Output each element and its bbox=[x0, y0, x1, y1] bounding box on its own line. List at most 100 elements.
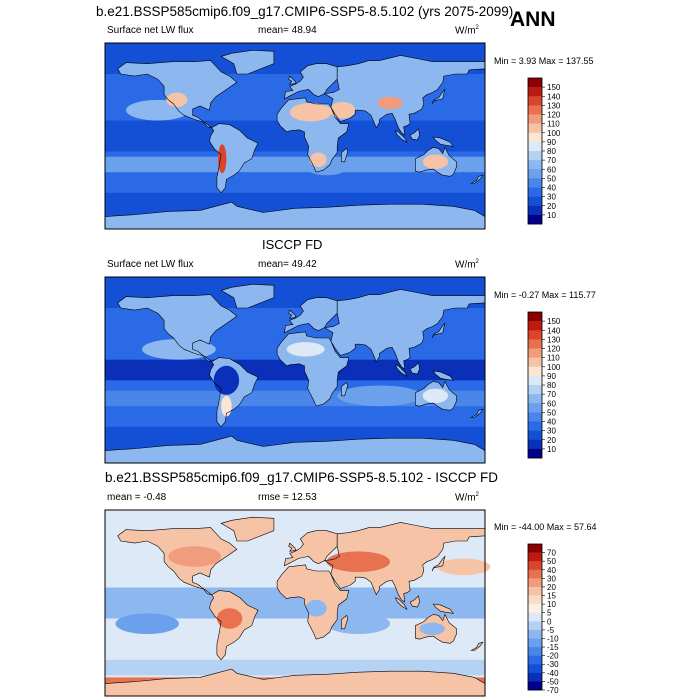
colorbar-tick-label: 120 bbox=[547, 111, 561, 120]
colorbar-box bbox=[528, 330, 542, 340]
map-frame bbox=[104, 42, 486, 230]
colorbar-tick-label: -15 bbox=[547, 643, 559, 652]
continent-uk bbox=[288, 543, 297, 552]
colorbar-box bbox=[528, 205, 542, 216]
coastline-indonesia-sumatra bbox=[394, 597, 408, 610]
colorbar-box bbox=[528, 612, 542, 622]
colorbar-tick-label: 90 bbox=[547, 138, 556, 147]
colorbar-tick-label: 70 bbox=[547, 156, 556, 165]
coastline-new-zealand bbox=[470, 174, 484, 184]
coastline-greenland bbox=[220, 49, 275, 75]
warm-spot-australia bbox=[422, 388, 449, 403]
continent-asia bbox=[324, 522, 485, 602]
colorbar-tick-label: 40 bbox=[547, 566, 556, 575]
coastline-uk bbox=[288, 542, 297, 552]
colorbar-box bbox=[528, 544, 542, 553]
colorbar-tick-label: 90 bbox=[547, 372, 556, 381]
colorbar-box bbox=[528, 169, 542, 179]
colorbar-box bbox=[528, 629, 542, 639]
colorbar-box bbox=[528, 78, 542, 88]
coastline-greenland bbox=[220, 516, 275, 542]
colorbar-box bbox=[528, 348, 542, 358]
colorbar-tick-label: 50 bbox=[547, 174, 556, 183]
ocean-anomaly-sp bbox=[115, 613, 179, 634]
coastline-north-america bbox=[117, 60, 238, 128]
panel3-mean-label: mean = -0.48 bbox=[107, 492, 167, 503]
hot-spot-sahara bbox=[289, 102, 332, 122]
colorbar-box bbox=[528, 569, 542, 579]
colorbar-frame bbox=[527, 543, 543, 691]
panel1-mean-label: mean= 48.94 bbox=[258, 25, 317, 36]
colorbar-tick-label: 60 bbox=[547, 165, 556, 174]
panel3-title: b.e21.BSSP585cmip6.f09_g17.CMIP6-SSP5-8.… bbox=[105, 470, 498, 485]
subtropical-band-south bbox=[105, 156, 485, 173]
colorbar-tick-label: 150 bbox=[547, 83, 561, 92]
colorbar-box bbox=[528, 421, 542, 431]
coastline-africa bbox=[276, 564, 350, 640]
colorbar-tick-label: 100 bbox=[547, 129, 561, 138]
colorbar-tick-label: 0 bbox=[547, 617, 552, 626]
colorbar-box bbox=[528, 655, 542, 665]
continent-indonesia-borneo bbox=[410, 128, 420, 141]
continent-indonesia-sumatra bbox=[395, 130, 407, 143]
coastline-indonesia-borneo bbox=[409, 362, 420, 375]
panel2-mean-label: mean= 49.42 bbox=[258, 259, 317, 270]
colorbar-tick-label: 20 bbox=[547, 202, 556, 211]
panel2-unit: W/m2 bbox=[455, 259, 479, 271]
colorbar-tick-label: 40 bbox=[547, 184, 556, 193]
colorbar-tick-label: 70 bbox=[547, 549, 556, 558]
colorbar-tick-label: 5 bbox=[547, 609, 552, 618]
colorbar-box bbox=[528, 681, 542, 691]
panel1-title: b.e21.BSSP585cmip6.f09_g17.CMIP6-SSP5-8.… bbox=[96, 4, 514, 19]
coastline-new-guinea bbox=[432, 136, 454, 147]
colorbar-tick-label: 20 bbox=[547, 583, 556, 592]
colorbar-tick-label: -40 bbox=[547, 669, 559, 678]
colorbar-box bbox=[528, 430, 542, 441]
colorbar-box bbox=[528, 357, 542, 368]
colorbar-tick-label: 140 bbox=[547, 326, 561, 335]
colorbar-tick-label: -30 bbox=[547, 660, 559, 669]
panel1-minmax: Min = 3.93 Max = 137.55 bbox=[494, 56, 594, 66]
coastline-asia bbox=[323, 289, 486, 370]
coastline-africa bbox=[276, 97, 350, 173]
continent-north-america bbox=[117, 294, 237, 362]
coastline-north-america bbox=[117, 527, 238, 595]
colorbar-tick-label: 80 bbox=[547, 147, 556, 156]
coastline-madagascar bbox=[341, 147, 349, 163]
coastline-asia bbox=[323, 55, 486, 136]
coastline-greenland bbox=[220, 283, 275, 309]
colorbar-box bbox=[528, 366, 542, 377]
warm-anomaly-asia bbox=[326, 551, 390, 572]
coastline-north-america bbox=[117, 294, 238, 362]
panel2-title: ISCCP FD bbox=[262, 237, 323, 252]
coastline-uk bbox=[288, 75, 297, 85]
coastline-madagascar bbox=[341, 614, 349, 630]
coastline-south-america bbox=[209, 357, 259, 428]
colorbar-tick-label: 130 bbox=[547, 101, 561, 110]
coastline-europe bbox=[284, 63, 338, 100]
colorbar-tick-label: 50 bbox=[547, 408, 556, 417]
colorbar-tick-label: 60 bbox=[547, 399, 556, 408]
panel3-rmse-label: rmse = 12.53 bbox=[258, 492, 317, 503]
map-frame bbox=[104, 509, 486, 697]
colorbar-box bbox=[528, 114, 542, 124]
colorbar-tick-label: 10 bbox=[547, 445, 556, 454]
coastline-south-america bbox=[209, 590, 259, 661]
colorbar-box bbox=[528, 604, 542, 614]
colorbar-tick-label: 80 bbox=[547, 381, 556, 390]
coastline-japan bbox=[431, 88, 446, 105]
coastline-indonesia-sumatra bbox=[394, 130, 408, 143]
colorbar-box bbox=[528, 638, 542, 648]
coastline-japan bbox=[431, 322, 446, 339]
hot-spot-sw-us bbox=[166, 92, 188, 107]
colorbar-box bbox=[528, 621, 542, 631]
colorbar-tick-label: 140 bbox=[547, 92, 561, 101]
coastline-africa bbox=[276, 331, 350, 407]
colorbar-box bbox=[528, 312, 542, 322]
colorbar-box bbox=[528, 561, 542, 571]
continent-asia bbox=[324, 289, 485, 369]
colorbar-box bbox=[528, 214, 542, 225]
coastline-japan bbox=[431, 555, 446, 572]
colorbar-box bbox=[528, 595, 542, 605]
